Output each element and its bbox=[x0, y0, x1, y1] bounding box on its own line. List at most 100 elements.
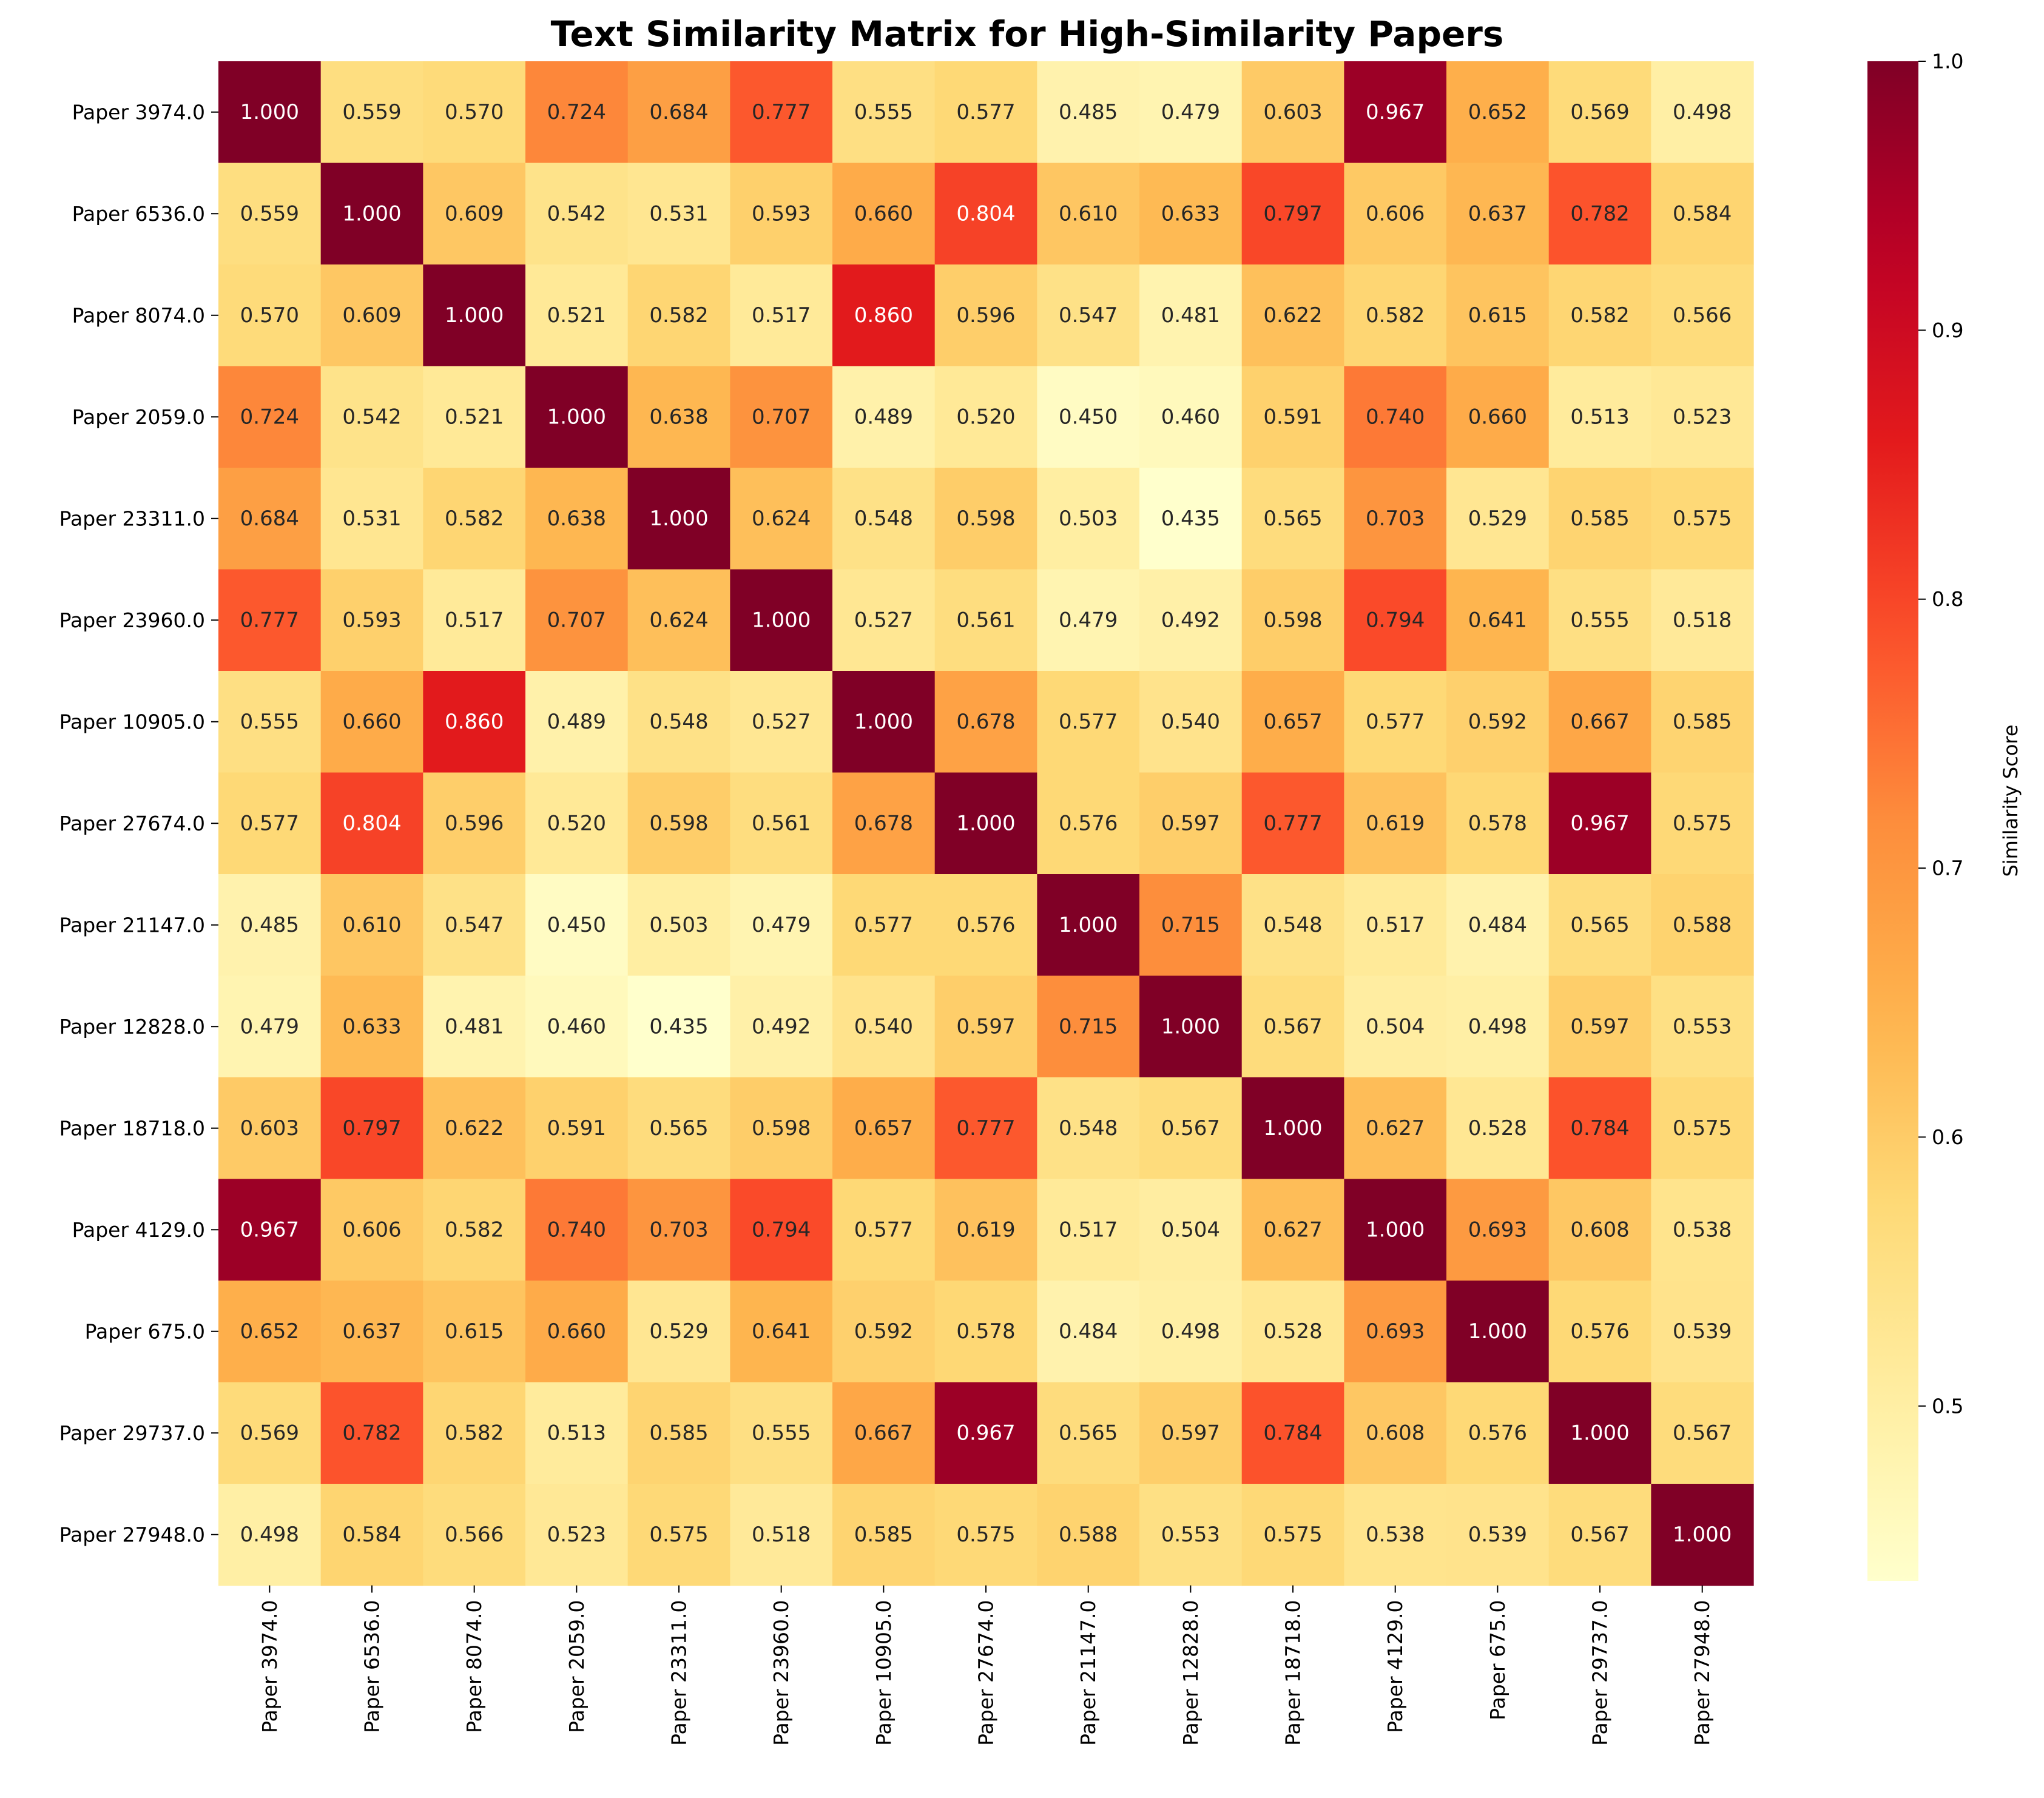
cell-value-label: 1.000 bbox=[1059, 913, 1118, 937]
cell-value-label: 0.860 bbox=[445, 710, 504, 734]
heatmap-cell bbox=[1548, 163, 1651, 265]
heatmap-cell bbox=[525, 671, 629, 773]
heatmap-cell bbox=[934, 366, 1037, 468]
x-tick-label: Paper 29737.0 bbox=[1588, 1600, 1612, 1746]
y-tick-label: Paper 8074.0 bbox=[72, 303, 205, 327]
cell-value-label: 0.504 bbox=[1161, 1217, 1220, 1242]
colorbar-tick-label: 0.9 bbox=[1932, 318, 1963, 342]
heatmap-cell bbox=[525, 569, 629, 672]
heatmap-cell bbox=[1139, 163, 1243, 265]
cell-value-label: 0.784 bbox=[1263, 1421, 1322, 1445]
cell-value-label: 0.627 bbox=[1263, 1217, 1322, 1242]
heatmap-cell bbox=[1037, 772, 1140, 875]
y-tick-label: Paper 675.0 bbox=[85, 1319, 205, 1343]
cell-value-label: 0.561 bbox=[752, 811, 811, 835]
cell-value-label: 1.000 bbox=[1673, 1523, 1732, 1547]
cell-value-label: 0.555 bbox=[1570, 608, 1629, 632]
cell-value-label: 0.591 bbox=[547, 1116, 606, 1140]
heatmap-cell bbox=[1139, 874, 1243, 977]
cell-value-label: 0.624 bbox=[649, 608, 708, 632]
heatmap-cell bbox=[934, 1077, 1037, 1180]
cell-value-label: 0.484 bbox=[1059, 1319, 1118, 1344]
heatmap-cell bbox=[832, 468, 936, 570]
cell-value-label: 0.576 bbox=[1059, 811, 1118, 835]
heatmap-cell bbox=[218, 1382, 322, 1484]
cell-value-label: 0.531 bbox=[342, 507, 401, 531]
cell-value-label: 0.678 bbox=[956, 710, 1015, 734]
heatmap-cell bbox=[1344, 163, 1447, 265]
cell-value-label: 0.521 bbox=[445, 405, 504, 429]
heatmap-cell bbox=[1241, 874, 1344, 977]
heatmap-cell bbox=[730, 1281, 833, 1383]
cell-value-label: 0.527 bbox=[752, 710, 811, 734]
cell-value-label: 0.660 bbox=[342, 710, 401, 734]
heatmap-cell bbox=[423, 468, 526, 570]
heatmap-cell bbox=[1548, 569, 1651, 672]
cell-value-label: 0.707 bbox=[547, 608, 606, 632]
cell-value-label: 0.529 bbox=[1468, 507, 1527, 531]
cell-value-label: 0.569 bbox=[1570, 100, 1629, 124]
heatmap-cell bbox=[1446, 772, 1550, 875]
cell-value-label: 0.597 bbox=[1161, 811, 1220, 835]
heatmap-cell bbox=[1446, 163, 1550, 265]
x-tick-label: Paper 23960.0 bbox=[769, 1600, 793, 1746]
cell-value-label: 0.513 bbox=[1570, 405, 1629, 429]
cell-value-label: 0.520 bbox=[956, 405, 1015, 429]
heatmap-cell bbox=[1139, 264, 1243, 367]
cell-value-label: 0.967 bbox=[956, 1421, 1015, 1445]
cell-value-label: 0.548 bbox=[1059, 1116, 1118, 1140]
heatmap-cell bbox=[1548, 772, 1651, 875]
cell-value-label: 0.577 bbox=[956, 100, 1015, 124]
cell-value-label: 0.542 bbox=[342, 405, 401, 429]
heatmap-cell bbox=[1037, 1484, 1140, 1586]
heatmap-cell bbox=[1241, 1077, 1344, 1180]
heatmap-cell bbox=[1037, 366, 1140, 468]
cell-value-label: 0.582 bbox=[445, 1217, 504, 1242]
heatmap-cell bbox=[1651, 163, 1754, 265]
y-tick-label: Paper 18718.0 bbox=[59, 1116, 205, 1140]
heatmap-cell bbox=[1139, 468, 1243, 570]
heatmap-cell bbox=[1651, 1077, 1754, 1180]
cell-value-label: 0.597 bbox=[1161, 1421, 1220, 1445]
heatmap-cell bbox=[1241, 163, 1344, 265]
cell-value-label: 0.740 bbox=[547, 1217, 606, 1242]
heatmap-cell bbox=[1548, 671, 1651, 773]
cell-value-label: 0.559 bbox=[342, 100, 401, 124]
cell-value-label: 0.577 bbox=[240, 811, 299, 835]
heatmap-cell bbox=[627, 1179, 730, 1281]
cell-value-label: 0.513 bbox=[547, 1421, 606, 1445]
cell-value-label: 0.622 bbox=[1263, 303, 1322, 328]
cell-value-label: 1.000 bbox=[752, 608, 811, 632]
heatmap-cell bbox=[218, 366, 322, 468]
heatmap-cell bbox=[320, 1077, 423, 1180]
cell-value-label: 0.622 bbox=[445, 1116, 504, 1140]
colorbar-tick-label: 0.8 bbox=[1932, 587, 1963, 611]
cell-value-label: 0.577 bbox=[1059, 710, 1118, 734]
heatmap-cell bbox=[1548, 1077, 1651, 1180]
cell-value-label: 0.637 bbox=[342, 1319, 401, 1344]
heatmap-cell bbox=[1139, 975, 1243, 1078]
heatmap-cell bbox=[218, 569, 322, 672]
cell-value-label: 0.528 bbox=[1468, 1116, 1527, 1140]
cell-value-label: 0.693 bbox=[1366, 1319, 1425, 1344]
heatmap-cell bbox=[730, 366, 833, 468]
heatmap-cell bbox=[934, 874, 1037, 977]
cell-value-label: 0.598 bbox=[1263, 608, 1322, 632]
cell-value-label: 0.724 bbox=[547, 100, 606, 124]
cell-value-label: 0.693 bbox=[1468, 1217, 1527, 1242]
heatmap-cell bbox=[730, 772, 833, 875]
heatmap-cell bbox=[1651, 468, 1754, 570]
cell-value-label: 0.608 bbox=[1570, 1217, 1629, 1242]
y-tick-label: Paper 23960.0 bbox=[59, 608, 205, 632]
cell-value-label: 0.578 bbox=[1468, 811, 1527, 835]
heatmap-cell bbox=[525, 468, 629, 570]
heatmap-cell bbox=[423, 1484, 526, 1586]
cell-value-label: 1.000 bbox=[854, 710, 913, 734]
x-tick-labels: Paper 3974.0 Paper 6536.0 Paper 8074.0 Pape… bbox=[258, 1585, 1714, 1746]
cell-value-label: 0.967 bbox=[1366, 100, 1425, 124]
cell-value-label: 0.582 bbox=[649, 303, 708, 328]
heatmap-cell bbox=[1548, 264, 1651, 367]
heatmap-cell bbox=[1651, 1382, 1754, 1484]
heatmap-cell bbox=[525, 975, 629, 1078]
heatmap-cell bbox=[832, 569, 936, 672]
